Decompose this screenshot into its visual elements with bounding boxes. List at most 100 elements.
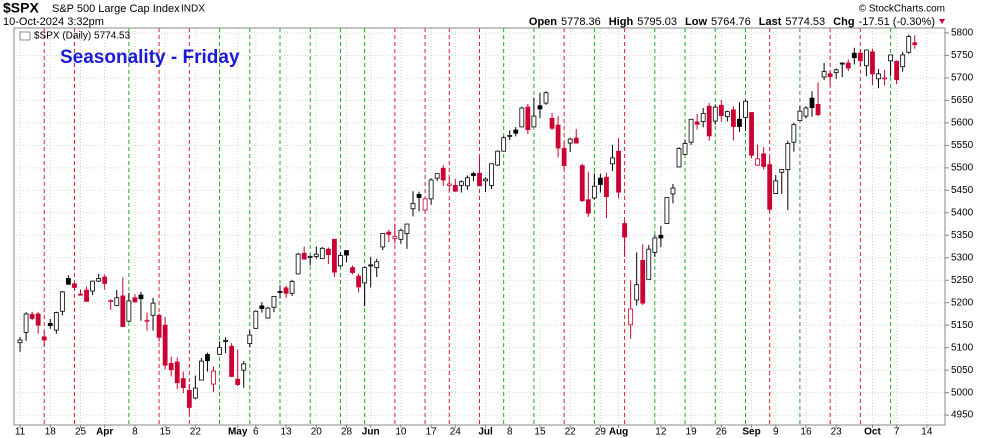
candle-body: [241, 363, 247, 371]
candle-body: [392, 236, 398, 239]
candle-body: [102, 276, 108, 284]
candle-body: [319, 247, 325, 260]
y-tick-label: 5550: [951, 140, 974, 151]
candle-body: [767, 164, 773, 210]
candle-body: [90, 280, 95, 292]
candle-body: [833, 69, 839, 73]
candle-body: [150, 302, 156, 316]
y-tick-label: 4950: [951, 410, 974, 421]
x-tick-label: 8: [507, 427, 513, 438]
candle-body: [283, 287, 289, 294]
candle-body: [120, 295, 126, 327]
candle-body: [694, 121, 700, 125]
candle-body: [332, 238, 337, 273]
candle-body: [845, 62, 851, 69]
y-tick-label: 5350: [951, 230, 974, 241]
symbol: $SPX: [3, 0, 39, 16]
candle-body: [531, 115, 537, 128]
candle-body: [876, 73, 881, 80]
candle-body: [724, 111, 730, 117]
candle-body: [815, 104, 821, 116]
stat-value: 5764.76: [711, 16, 751, 28]
candle-body: [501, 137, 507, 152]
candle-body: [217, 347, 222, 355]
exchange: INDX: [181, 4, 205, 15]
candle-body: [35, 313, 41, 326]
candle-body: [634, 284, 640, 301]
candle-body: [761, 153, 767, 167]
x-tick-label: 22: [565, 427, 577, 438]
candle-body: [489, 163, 494, 186]
candle-body: [168, 363, 174, 371]
x-tick-label: 24: [450, 427, 462, 438]
price-stats: Open 5778.36 High 5795.03 Low 5764.76 Last 5774…: [529, 16, 935, 28]
candle-body: [114, 297, 120, 306]
candle-body: [162, 324, 168, 366]
candle-body: [259, 305, 265, 309]
x-tick-label: 13: [280, 427, 292, 438]
y-tick-label: 5450: [951, 185, 974, 196]
y-tick-label: 5800: [951, 28, 974, 39]
candle-body: [301, 252, 307, 260]
candle-body: [870, 51, 875, 75]
candle-body: [507, 135, 513, 137]
candle-body: [797, 110, 803, 122]
y-tick-label: 5000: [951, 387, 974, 398]
x-tick-label: 22: [190, 427, 202, 438]
y-tick-label: 5250: [951, 275, 974, 286]
x-tick-label: 12: [655, 427, 667, 438]
y-tick-label: 5600: [951, 118, 974, 129]
candle-body: [610, 157, 615, 165]
candle-body: [205, 354, 210, 362]
candle-body: [519, 107, 525, 128]
candle-body: [561, 148, 567, 166]
candle-body: [471, 173, 476, 176]
y-tick-label: 5100: [951, 342, 974, 353]
candle-body: [126, 300, 132, 322]
candle-body: [350, 267, 355, 273]
candle-body: [108, 300, 114, 302]
y-tick-label: 5150: [951, 320, 974, 331]
candle-body: [17, 339, 23, 344]
candle-body: [247, 334, 253, 345]
candle-body: [186, 389, 192, 408]
candle-body: [537, 105, 543, 110]
x-tick-label: Jul: [478, 427, 493, 438]
candle-body: [779, 169, 785, 173]
x-tick-label: May: [228, 427, 248, 438]
candle-body: [616, 150, 621, 193]
candle-body: [573, 137, 579, 144]
candle-body: [313, 253, 319, 257]
candle-body: [628, 308, 634, 326]
candle-body: [483, 178, 488, 182]
x-tick-label: Oct: [864, 427, 881, 438]
stat-label: Last: [759, 16, 782, 28]
candle-body: [900, 54, 906, 68]
down-arrow: [939, 19, 945, 24]
y-tick-label: 5750: [951, 50, 974, 61]
candle-body: [156, 314, 162, 338]
candle-body: [199, 360, 204, 381]
candle-body: [664, 197, 670, 224]
x-tick-label: 8: [132, 427, 138, 438]
candle-body: [731, 109, 736, 127]
candle-body: [906, 36, 912, 53]
candle-body: [180, 378, 186, 389]
candle-body: [229, 345, 235, 377]
candle-body: [174, 361, 180, 384]
x-tick-label: Sep: [742, 427, 760, 438]
candle-body: [791, 124, 797, 143]
candle-body: [253, 310, 259, 329]
candle-body: [29, 313, 35, 319]
candle-body: [440, 167, 446, 181]
candle-body: [827, 73, 833, 77]
candle-body: [857, 52, 863, 62]
x-tick-label: Aug: [609, 427, 628, 438]
x-tick-label: 29: [595, 427, 607, 438]
candle-body: [211, 370, 216, 385]
stat-label: High: [609, 16, 634, 28]
candle-body: [477, 172, 482, 187]
candle-body: [658, 234, 664, 239]
x-tick-label: 10: [395, 427, 407, 438]
candle-body: [265, 307, 271, 319]
